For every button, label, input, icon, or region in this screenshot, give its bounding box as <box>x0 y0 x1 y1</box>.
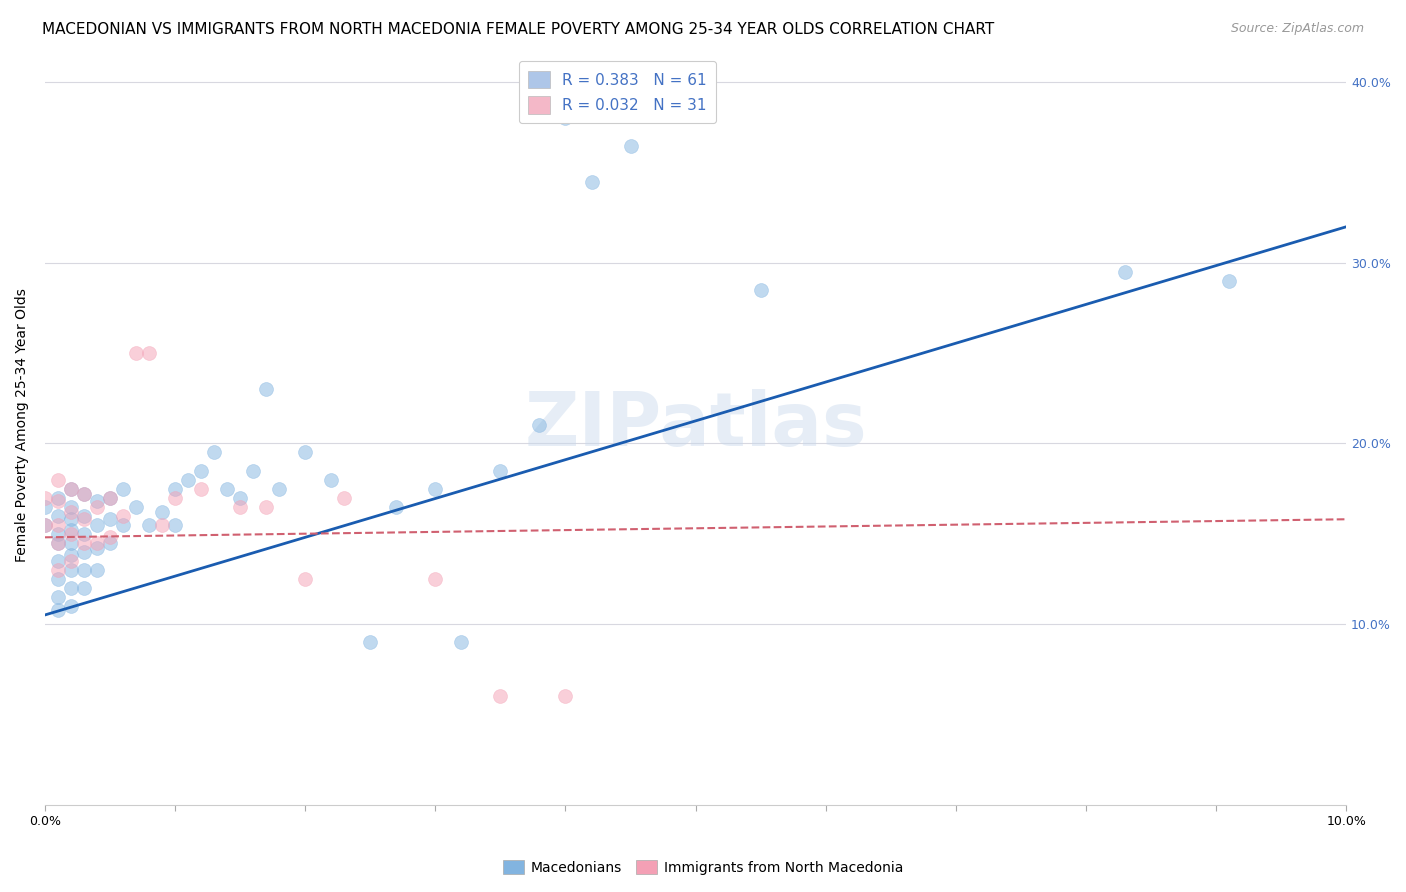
Point <box>165 482 187 496</box>
Point <box>138 346 160 360</box>
Point <box>489 463 512 477</box>
Point <box>73 487 96 501</box>
Point <box>359 635 381 649</box>
Point <box>46 526 69 541</box>
Point <box>125 500 148 514</box>
Point <box>73 512 96 526</box>
Point <box>86 494 108 508</box>
Point <box>59 482 82 496</box>
Point <box>190 482 212 496</box>
Point <box>59 581 82 595</box>
Point <box>333 491 356 505</box>
Point <box>138 517 160 532</box>
Point <box>254 382 277 396</box>
Point <box>177 473 200 487</box>
Point <box>165 491 187 505</box>
Point <box>59 526 82 541</box>
Point <box>34 517 56 532</box>
Point <box>229 500 252 514</box>
Point <box>619 138 641 153</box>
Point <box>581 175 603 189</box>
Text: MACEDONIAN VS IMMIGRANTS FROM NORTH MACEDONIA FEMALE POVERTY AMONG 25-34 YEAR OL: MACEDONIAN VS IMMIGRANTS FROM NORTH MACE… <box>42 22 994 37</box>
Point <box>385 500 408 514</box>
Point <box>73 545 96 559</box>
Point <box>165 517 187 532</box>
Point <box>46 554 69 568</box>
Point <box>202 445 225 459</box>
Point <box>59 563 82 577</box>
Point <box>73 508 96 523</box>
Point <box>73 563 96 577</box>
Point <box>98 535 121 549</box>
Point <box>46 491 69 505</box>
Point <box>150 517 173 532</box>
Point <box>425 482 447 496</box>
Point <box>269 482 291 496</box>
Point <box>450 635 472 649</box>
Point <box>86 535 108 549</box>
Point <box>59 599 82 613</box>
Point <box>46 494 69 508</box>
Text: ZIPatlas: ZIPatlas <box>524 389 868 462</box>
Point <box>59 535 82 549</box>
Point <box>190 463 212 477</box>
Point <box>73 487 96 501</box>
Point <box>98 491 121 505</box>
Point <box>59 500 82 514</box>
Point <box>749 283 772 297</box>
Point <box>425 572 447 586</box>
Point <box>489 689 512 703</box>
Point <box>98 530 121 544</box>
Point <box>98 491 121 505</box>
Point <box>59 549 82 563</box>
Point <box>294 572 316 586</box>
Legend: Macedonians, Immigrants from North Macedonia: Macedonians, Immigrants from North Maced… <box>498 855 908 880</box>
Point <box>46 572 69 586</box>
Point <box>46 563 69 577</box>
Point <box>46 517 69 532</box>
Point <box>46 473 69 487</box>
Legend: R = 0.383   N = 61, R = 0.032   N = 31: R = 0.383 N = 61, R = 0.032 N = 31 <box>519 62 716 123</box>
Point <box>46 508 69 523</box>
Point <box>229 491 252 505</box>
Point <box>529 418 551 433</box>
Point <box>59 505 82 519</box>
Point <box>34 491 56 505</box>
Point <box>554 689 576 703</box>
Point <box>242 463 264 477</box>
Point <box>1218 274 1240 288</box>
Point <box>73 535 96 549</box>
Point <box>112 508 135 523</box>
Point <box>46 535 69 549</box>
Point <box>112 517 135 532</box>
Point <box>86 517 108 532</box>
Y-axis label: Female Poverty Among 25-34 Year Olds: Female Poverty Among 25-34 Year Olds <box>15 288 30 562</box>
Point <box>150 505 173 519</box>
Point <box>254 500 277 514</box>
Point <box>59 523 82 537</box>
Point <box>86 541 108 556</box>
Point <box>46 590 69 604</box>
Point <box>321 473 343 487</box>
Point <box>59 554 82 568</box>
Point <box>98 512 121 526</box>
Point <box>554 112 576 126</box>
Point <box>73 581 96 595</box>
Point <box>59 482 82 496</box>
Point <box>46 535 69 549</box>
Point <box>1114 265 1136 279</box>
Point <box>294 445 316 459</box>
Point <box>73 526 96 541</box>
Point <box>59 512 82 526</box>
Point <box>217 482 239 496</box>
Point <box>46 602 69 616</box>
Point <box>34 517 56 532</box>
Point <box>86 563 108 577</box>
Point <box>86 500 108 514</box>
Text: Source: ZipAtlas.com: Source: ZipAtlas.com <box>1230 22 1364 36</box>
Point <box>125 346 148 360</box>
Point <box>34 500 56 514</box>
Point <box>112 482 135 496</box>
